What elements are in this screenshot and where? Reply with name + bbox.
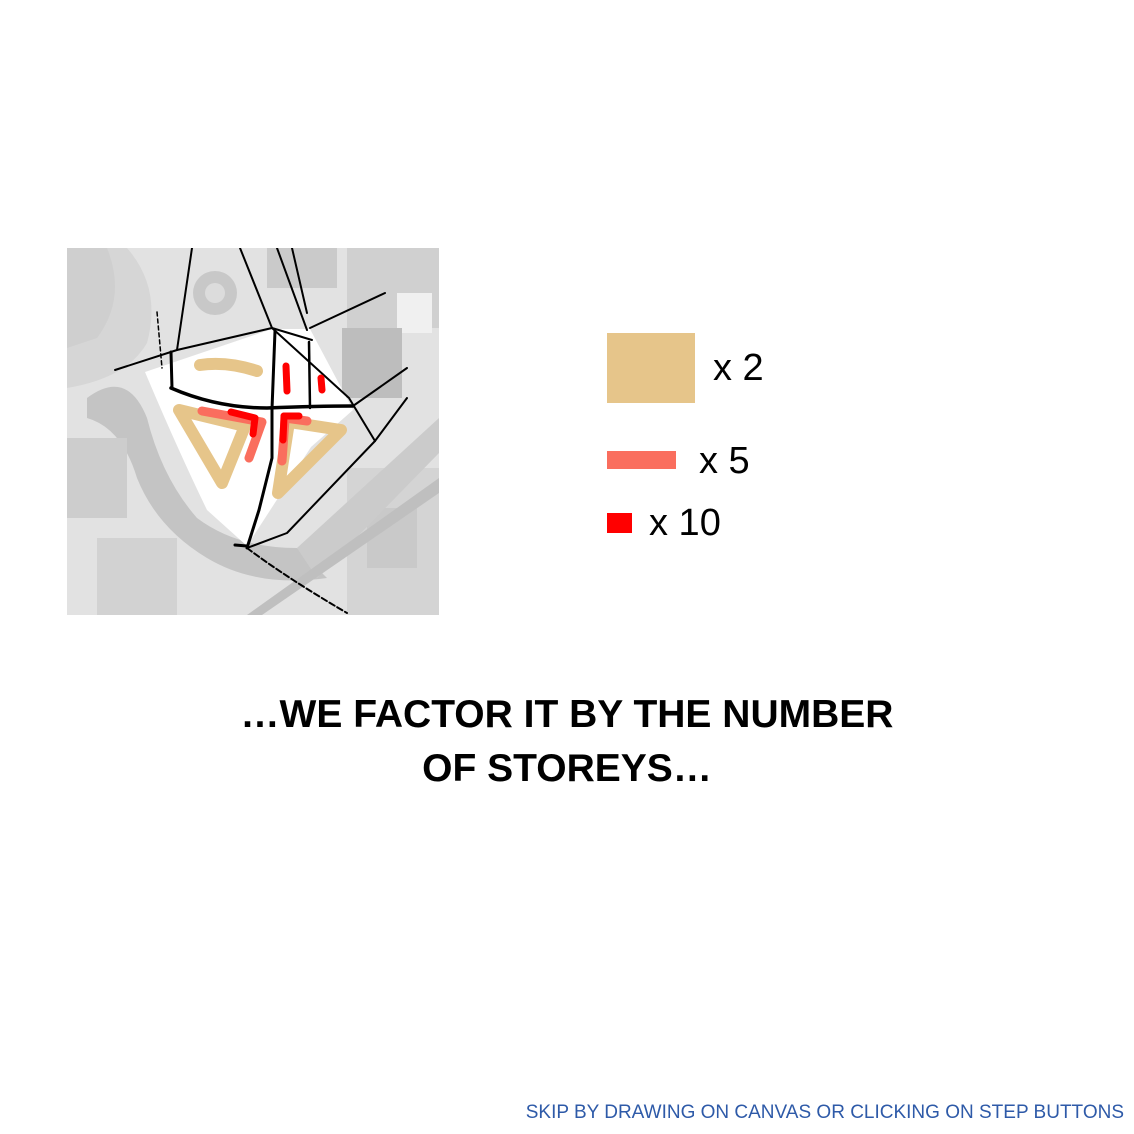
- site-map-canvas[interactable]: [67, 248, 439, 615]
- headline-line-2: OF STOREYS…: [422, 747, 712, 790]
- slide-headline: …WE FACTOR IT BY THE NUMBER OF STOREYS…: [167, 688, 967, 796]
- legend-swatch-tan: [607, 333, 695, 403]
- legend-item-x5: x 5: [607, 440, 807, 480]
- legend-swatch-red: [607, 513, 632, 533]
- legend-swatch-salmon: [607, 451, 676, 469]
- legend-item-x2: x 2: [607, 333, 807, 403]
- legend-label: x 5: [699, 440, 750, 482]
- river-shape: [87, 386, 327, 581]
- legend-label: x 2: [713, 347, 764, 389]
- road-network: [114, 248, 408, 614]
- storey-x10-strokes: [227, 362, 326, 444]
- site-boundary: [145, 329, 353, 546]
- headline-line-1: …WE FACTOR IT BY THE NUMBER: [240, 693, 894, 736]
- skip-link[interactable]: SKIP BY DRAWING ON CANVAS OR CLICKING ON…: [525, 1102, 1124, 1123]
- legend-label: x 10: [649, 502, 721, 544]
- legend-item-x10: x 10: [607, 502, 807, 542]
